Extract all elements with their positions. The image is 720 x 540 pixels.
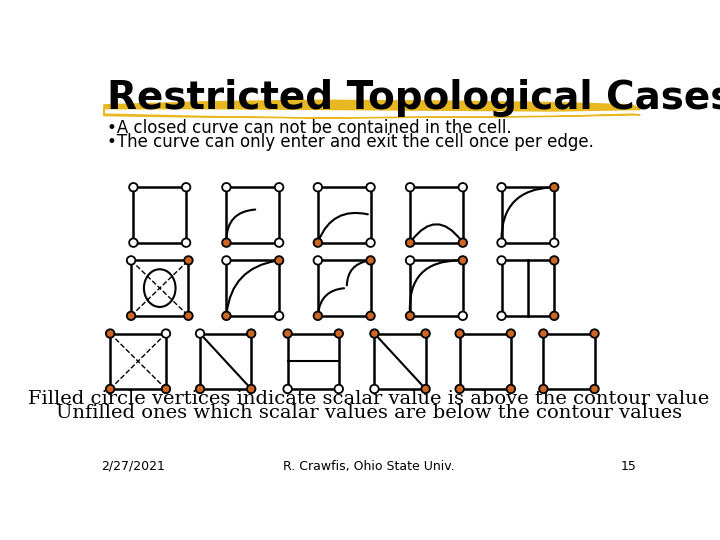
Circle shape (550, 183, 559, 192)
Bar (110, 334, 166, 389)
Circle shape (366, 312, 375, 320)
FancyArrowPatch shape (318, 288, 344, 313)
Circle shape (275, 312, 284, 320)
Circle shape (406, 312, 414, 320)
Bar (459, 334, 510, 389)
Circle shape (127, 312, 135, 320)
Circle shape (590, 329, 599, 338)
Circle shape (162, 384, 170, 393)
Text: Restricted Topological Cases: Restricted Topological Cases (107, 79, 720, 117)
Circle shape (247, 384, 256, 393)
Bar (133, 187, 186, 242)
Bar (410, 187, 463, 242)
Circle shape (507, 384, 515, 393)
Circle shape (421, 384, 430, 393)
Circle shape (456, 384, 464, 393)
Bar (131, 260, 189, 316)
Circle shape (406, 239, 414, 247)
Circle shape (550, 239, 559, 247)
Circle shape (106, 384, 114, 393)
Circle shape (370, 384, 379, 393)
Bar (502, 187, 554, 242)
Circle shape (106, 329, 114, 338)
Circle shape (314, 183, 322, 192)
Circle shape (129, 239, 138, 247)
Circle shape (196, 329, 204, 338)
Circle shape (222, 312, 230, 320)
Text: •The curve can only enter and exit the cell once per edge.: •The curve can only enter and exit the c… (107, 132, 594, 151)
Circle shape (539, 329, 548, 338)
Bar (287, 334, 339, 389)
Circle shape (539, 384, 548, 393)
Circle shape (275, 239, 284, 247)
Circle shape (314, 239, 322, 247)
FancyArrowPatch shape (502, 187, 552, 240)
Circle shape (127, 256, 135, 265)
Circle shape (498, 256, 505, 265)
Bar (200, 334, 251, 389)
Circle shape (275, 183, 284, 192)
Bar (226, 260, 279, 316)
Bar (318, 187, 371, 242)
Circle shape (459, 256, 467, 265)
Text: •A closed curve can not be contained in the cell.: •A closed curve can not be contained in … (107, 119, 512, 138)
Text: Filled circle vertices indicate scalar value is above the contour value: Filled circle vertices indicate scalar v… (28, 390, 710, 408)
Circle shape (184, 256, 193, 265)
Text: R. Crawfis, Ohio State Univ.: R. Crawfis, Ohio State Univ. (283, 460, 455, 473)
FancyArrowPatch shape (227, 261, 276, 313)
Text: 15: 15 (621, 460, 636, 473)
Bar (410, 260, 463, 316)
Circle shape (196, 384, 204, 393)
Circle shape (182, 183, 190, 192)
Circle shape (182, 239, 190, 247)
Circle shape (222, 239, 230, 247)
Circle shape (284, 384, 292, 393)
Circle shape (498, 183, 505, 192)
Circle shape (247, 329, 256, 338)
Circle shape (222, 256, 230, 265)
Circle shape (335, 329, 343, 338)
Circle shape (366, 183, 375, 192)
Circle shape (162, 329, 170, 338)
Bar (544, 334, 595, 389)
FancyArrowPatch shape (319, 213, 368, 240)
Text: Unfilled ones which scalar values are below the contour values: Unfilled ones which scalar values are be… (56, 404, 682, 422)
Circle shape (498, 312, 505, 320)
Circle shape (590, 384, 599, 393)
Circle shape (366, 256, 375, 265)
Circle shape (421, 329, 430, 338)
Circle shape (314, 312, 322, 320)
Circle shape (456, 329, 464, 338)
Text: 2/27/2021: 2/27/2021 (102, 460, 166, 473)
Circle shape (222, 183, 230, 192)
Circle shape (275, 256, 284, 265)
Circle shape (459, 312, 467, 320)
Polygon shape (104, 100, 640, 118)
Circle shape (459, 183, 467, 192)
Bar (374, 334, 426, 389)
Circle shape (184, 312, 193, 320)
Circle shape (507, 329, 515, 338)
Circle shape (335, 384, 343, 393)
FancyArrowPatch shape (412, 224, 461, 240)
FancyArrowPatch shape (410, 260, 460, 313)
Circle shape (498, 239, 505, 247)
Circle shape (406, 183, 414, 192)
Bar (318, 260, 371, 316)
Bar (226, 187, 279, 242)
Circle shape (459, 239, 467, 247)
Circle shape (550, 312, 559, 320)
FancyArrowPatch shape (347, 261, 368, 285)
Circle shape (284, 329, 292, 338)
Circle shape (129, 183, 138, 192)
Circle shape (314, 256, 322, 265)
Circle shape (370, 329, 379, 338)
FancyArrowPatch shape (226, 210, 256, 240)
Circle shape (550, 256, 559, 265)
Circle shape (366, 239, 375, 247)
Bar (502, 260, 554, 316)
Circle shape (406, 256, 414, 265)
